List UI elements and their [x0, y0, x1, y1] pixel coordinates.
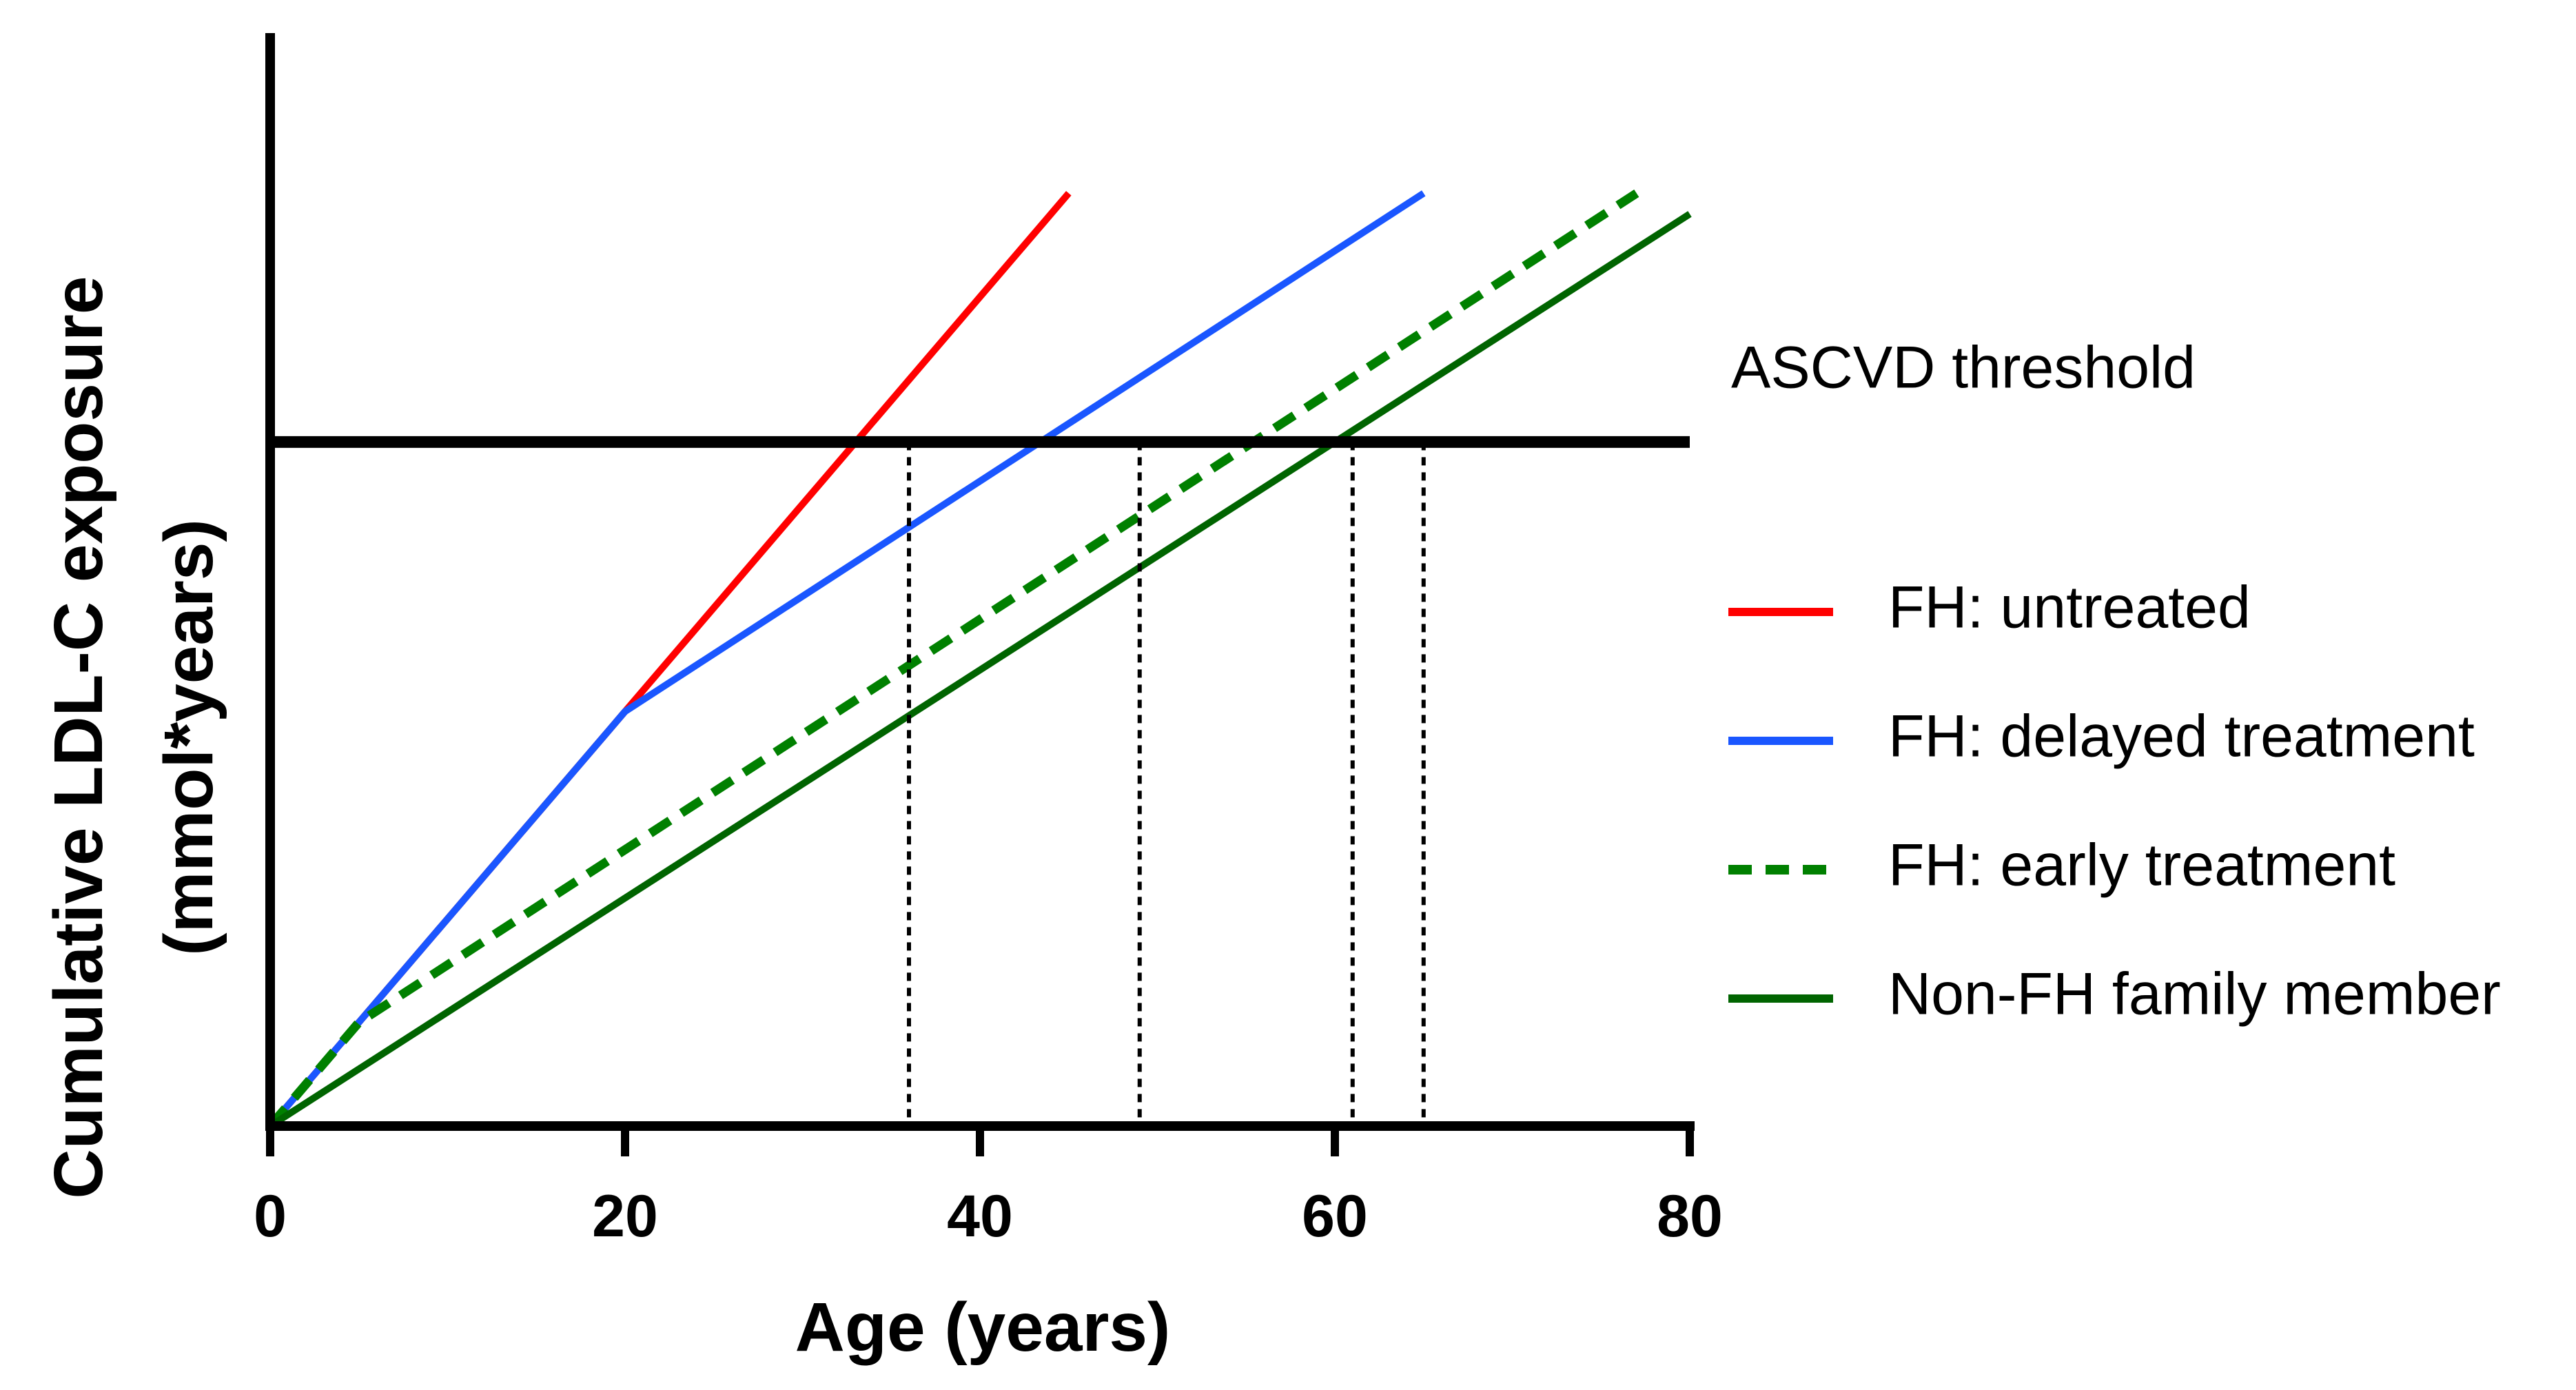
x-tick-label-20: 20	[592, 1183, 658, 1249]
x-tick-label-80: 80	[1657, 1183, 1723, 1249]
axes: 0 20 40 60 80	[254, 33, 1723, 1249]
legend-label-1: FH: untreated	[1888, 575, 2251, 641]
legend-label-4: Non-FH family member	[1888, 961, 2501, 1028]
series-line-4	[268, 211, 1692, 1130]
x-axis-title: Age (years)	[795, 1289, 1171, 1366]
x-tick-label-40: 40	[947, 1183, 1013, 1249]
series-line-2	[267, 190, 1426, 1129]
plot-area	[267, 189, 1692, 1130]
series-line-3	[267, 189, 1639, 1130]
legend: FH: untreated FH: delayed treatment FH: ea…	[1728, 575, 2501, 1028]
x-tick-label-60: 60	[1302, 1183, 1368, 1249]
legend-label-2: FH: delayed treatment	[1888, 704, 2475, 770]
y-axis-title-line2: (mmol*years)	[150, 519, 227, 956]
threshold-label: ASCVD threshold	[1731, 335, 2196, 401]
y-axis-title-line1: Cumulative LDL-C exposure	[40, 276, 117, 1198]
x-tick-label-0: 0	[254, 1183, 287, 1249]
labels: Age (years) Cumulative LDL-C exposure (m…	[40, 276, 2196, 1366]
legend-label-3: FH: early treatment	[1888, 832, 2395, 899]
